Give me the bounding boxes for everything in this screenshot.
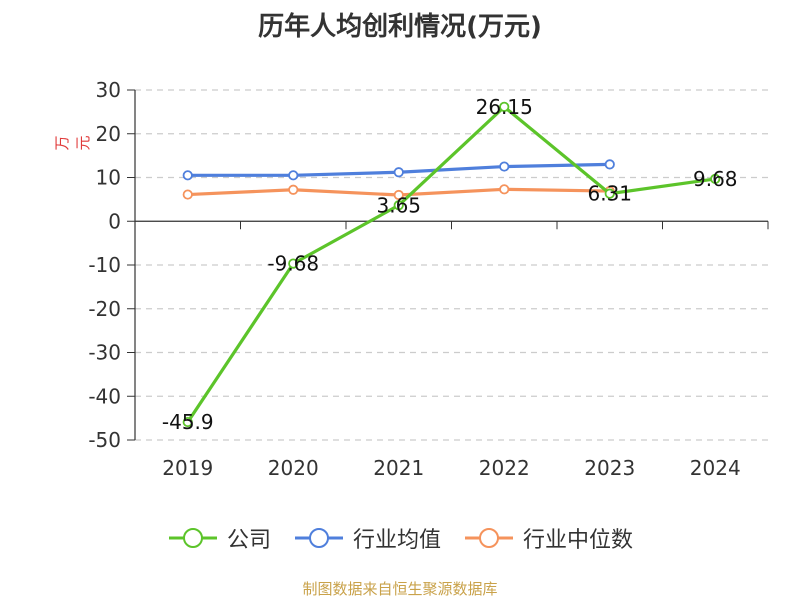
data-point (182, 416, 193, 428)
legend-line-circle-icon (294, 528, 343, 548)
data-labels: -45.9 -9.68 3.65 26.15 6.31 9.68 (162, 95, 738, 434)
x-tick-label: 2020 (268, 456, 319, 480)
series-lines (182, 101, 721, 428)
legend-label: 公司 (226, 528, 271, 553)
data-point (393, 200, 404, 211)
legend-line-circle-icon (465, 528, 513, 548)
grid-lines (135, 89, 768, 441)
data-point (604, 188, 615, 199)
series-line (186, 105, 716, 423)
x-tick-label: 2023 (584, 456, 635, 480)
data-point (604, 159, 615, 170)
legend: 公司 行业均值 行业中位数 (0, 518, 800, 558)
y-tick-label: -30 (88, 341, 121, 365)
y-tick-label: 30 (96, 78, 121, 102)
legend-item[interactable]: 公司 (167, 522, 271, 554)
data-label: -45.9 (162, 410, 214, 434)
chart-title: 历年人均创利情况(万元) (258, 12, 542, 42)
y-tick-label: -10 (88, 253, 121, 277)
data-label: 3.65 (376, 193, 421, 217)
data-label: 6.31 (587, 182, 632, 206)
data-point (393, 167, 404, 178)
data-point (499, 184, 510, 195)
data-point (393, 189, 404, 201)
y-tick-label: 20 (96, 122, 121, 146)
legend-item[interactable]: 行业均值 (293, 522, 441, 554)
legend-circle (308, 528, 329, 548)
y-tick-label: 10 (96, 166, 121, 190)
data-point (288, 184, 299, 195)
data-point (288, 170, 299, 181)
legend-circle (479, 528, 499, 548)
legend-label: 行业均值 (352, 528, 441, 553)
x-tick-label: 2024 (690, 456, 741, 480)
y-tick-label: -50 (88, 428, 121, 452)
data-point (499, 161, 510, 172)
x-tick-label: 2022 (479, 456, 530, 480)
data-point (710, 173, 721, 184)
source-note: 制图数据来自恒生聚源数据库 (302, 580, 498, 598)
legend-line-circle-icon (168, 528, 217, 548)
data-point (288, 258, 299, 269)
y-tick-label: -40 (88, 384, 121, 408)
data-label: 9.68 (693, 167, 738, 191)
y-tick-label: -20 (88, 297, 121, 321)
x-tick-label: 2021 (373, 456, 424, 480)
legend-circle (182, 528, 203, 548)
axes: 30 20 10 0 -10 -20 -30 -40 -50 2019 2020 2021 2022 20… (88, 78, 769, 480)
x-tick-label: 2019 (162, 456, 213, 480)
y-tick-label: 0 (108, 209, 121, 233)
legend-item[interactable]: 行业中位数 (463, 522, 633, 554)
data-point (499, 101, 510, 112)
data-point (182, 170, 193, 181)
data-label: -9.68 (267, 252, 319, 276)
data-label: 26.15 (476, 95, 533, 119)
data-point (182, 189, 193, 200)
legend-label: 行业中位数 (523, 528, 634, 553)
